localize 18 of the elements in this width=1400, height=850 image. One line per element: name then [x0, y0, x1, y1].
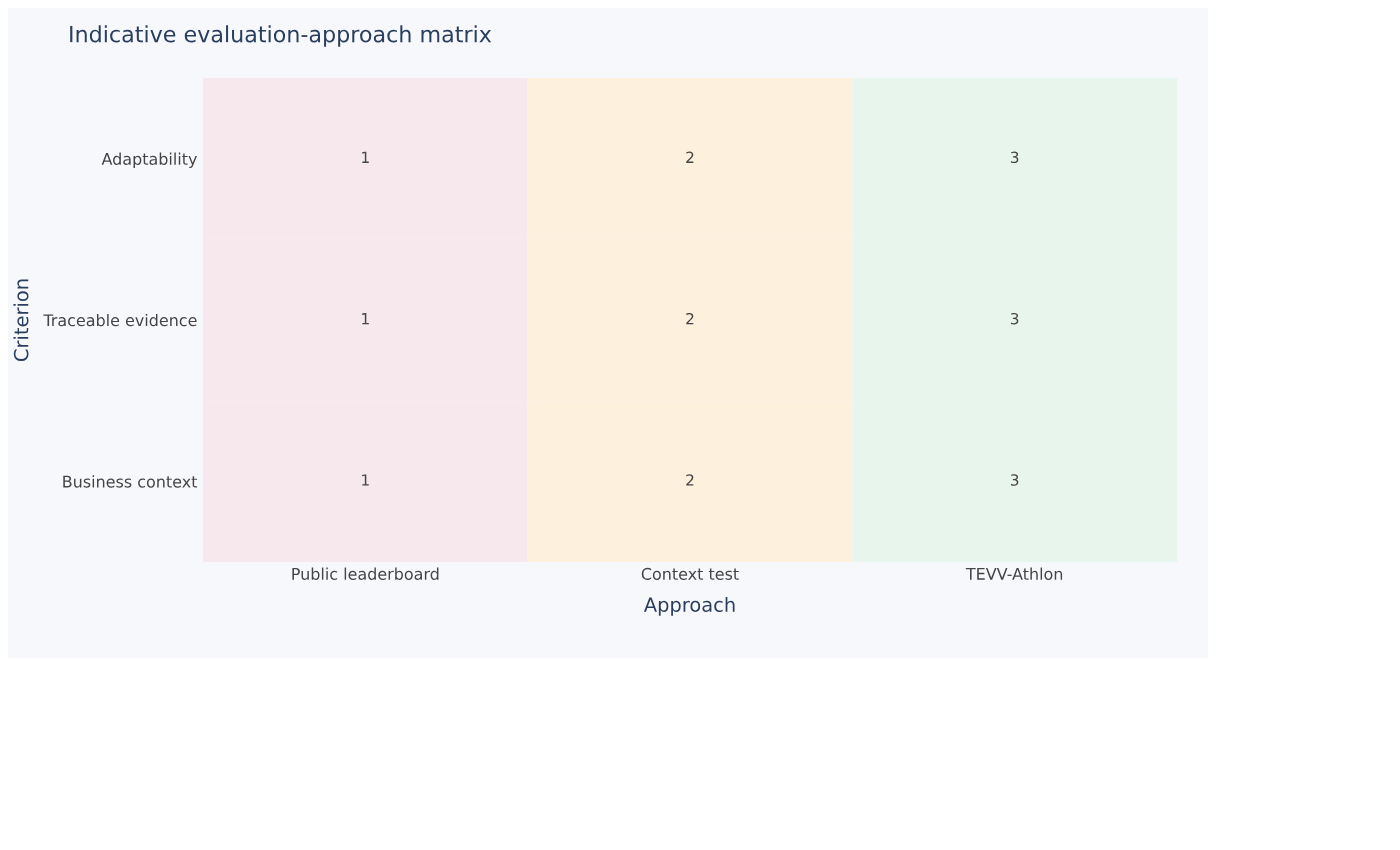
data-label: 1	[362, 313, 369, 325]
y-tick-label: Traceable evidence	[43, 313, 197, 327]
x-axis-title: Approach	[643, 596, 735, 616]
data-label: 3	[1010, 151, 1019, 164]
x-tick-label: Context test	[641, 567, 739, 580]
data-label: 2	[686, 151, 694, 163]
x-tick-label: Public leaderboard	[292, 567, 439, 580]
chart-title: Indicative evaluation-approach matrix	[70, 25, 492, 47]
y-tick-label: Business context	[63, 475, 198, 488]
y-axis-title: Criterion	[13, 279, 29, 361]
data-label: 2	[686, 312, 694, 325]
data-label: 1	[362, 151, 369, 163]
data-label: 1	[362, 474, 369, 486]
data-label: 3	[1010, 474, 1019, 486]
data-label: 3	[1010, 312, 1019, 325]
y-tick-label: Adaptability	[101, 152, 197, 169]
x-tick-label: TEVV-Athlon	[965, 567, 1063, 580]
data-label: 2	[686, 474, 694, 486]
